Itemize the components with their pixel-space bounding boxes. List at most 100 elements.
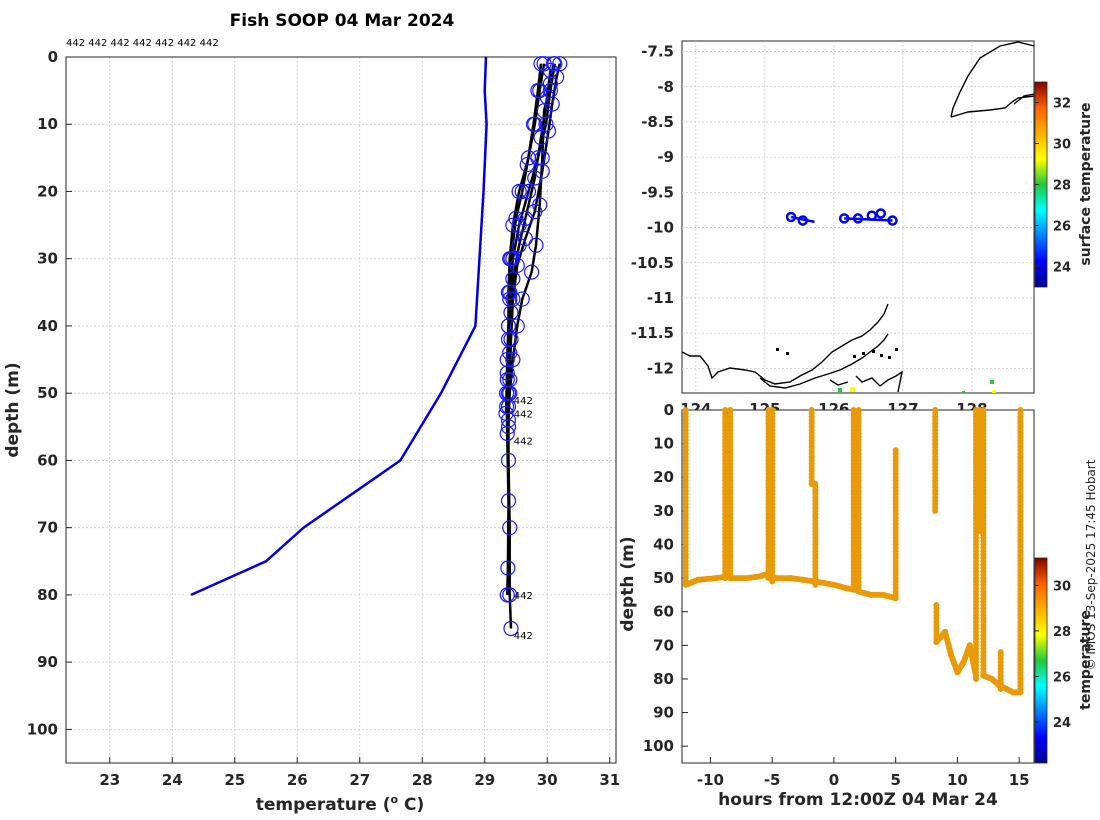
profile-1-marker <box>530 150 546 166</box>
map-y-tick-label: -9.5 <box>641 183 674 201</box>
profile-2-marker <box>505 217 521 233</box>
surface-temp-point <box>992 390 996 393</box>
time-depth-ylabel: depth (m) <box>618 536 638 631</box>
cast-location-marker <box>838 213 850 224</box>
profile-6-marker <box>534 163 550 179</box>
map-y-tick-label: -9 <box>657 148 674 166</box>
y-tick-label: 0 <box>48 48 58 66</box>
chart-title: Fish SOOP 04 Mar 2024 <box>230 11 455 31</box>
profile-6-marker <box>500 399 517 415</box>
td-y-tick-label: 10 <box>653 435 674 453</box>
y-tick-label: 90 <box>37 653 58 671</box>
td-x-tick-label: 15 <box>1009 771 1030 789</box>
profile-4-marker <box>502 520 518 536</box>
profile-2-marker <box>499 365 515 381</box>
profile-5-marker <box>519 156 535 173</box>
temperature-colorbar-label: temperature <box>1078 610 1094 710</box>
surface-colorbar-tick-label: 32 <box>1053 97 1071 112</box>
map-y-tick-label: -7.5 <box>641 43 674 61</box>
profile-6-marker <box>503 331 519 347</box>
y-tick-label: 50 <box>37 384 58 402</box>
td-x-tick-label: 10 <box>947 771 968 789</box>
profile-plot: 23 24 25 26 27 28 29 30 31 0 10 20 30 40 50 60 70 80 90 100… <box>27 48 621 789</box>
x-tick-label: 29 <box>474 771 495 789</box>
profile-tag: 442 <box>514 591 533 602</box>
temperature-sample <box>766 570 773 577</box>
profile-5-marker <box>500 493 517 509</box>
y-tick-label: 100 <box>27 720 58 738</box>
profile-tag: 442 <box>514 436 533 447</box>
temperature-colorbar-tick-label: 24 <box>1053 716 1071 731</box>
y-tick-label: 20 <box>37 182 58 200</box>
profile-2-marker <box>511 183 527 200</box>
td-y-tick-label: 70 <box>653 636 674 654</box>
profile-4-marker <box>505 351 521 368</box>
td-y-tick-label: 60 <box>653 603 674 621</box>
surface-temp-point <box>990 380 994 384</box>
map-frame <box>681 40 1035 394</box>
profile-tag: 442 <box>514 631 533 642</box>
island-dot <box>862 352 865 355</box>
surface-colorbar-tick-label: 30 <box>1053 138 1071 153</box>
profile-5-marker <box>499 425 515 442</box>
td-y-tick-label: 80 <box>653 670 674 688</box>
profile-6-marker <box>540 123 557 139</box>
profile-4-marker <box>528 237 544 253</box>
td-y-tick-label: 90 <box>653 704 674 722</box>
copyright-notice: © IMOS 13-Sep-2025 17:45 Hobart <box>1084 459 1098 670</box>
temperature-colorbar-tick-label: 26 <box>1053 670 1071 685</box>
island-dot <box>786 352 789 355</box>
surface-temperature-label: surface temperature <box>1078 102 1094 265</box>
td-y-tick-label: 40 <box>653 535 674 553</box>
surface-colorbar-tick-label: 28 <box>1053 179 1071 194</box>
platform-labels: 442 442 442 442 442 442 442 <box>66 38 219 49</box>
x-tick-label: 26 <box>287 771 308 789</box>
cast-location-marker <box>875 208 887 219</box>
profile-xlabel: temperature (o C) <box>256 793 425 815</box>
surface-colorbar-tick-label: 26 <box>1053 220 1071 235</box>
map-y-tick-label: -11.5 <box>631 324 674 342</box>
map-y-tick-label: -8.5 <box>641 113 674 131</box>
cast-location-marker <box>785 211 797 223</box>
island-dot <box>853 355 856 358</box>
y-tick-label: 30 <box>37 250 58 268</box>
profile-4-marker <box>500 452 517 469</box>
y-tick-label: 60 <box>37 451 58 469</box>
profile-6-marker <box>505 291 521 307</box>
island-dot <box>880 354 883 357</box>
profile-1-marker <box>520 183 537 200</box>
cast-location-marker <box>852 213 864 224</box>
climatology-line <box>190 56 488 597</box>
td-x-tick-label: 5 <box>890 771 900 789</box>
temperature-colorbar-tick-label: 30 <box>1053 579 1071 594</box>
x-tick-label: 23 <box>99 771 120 789</box>
x-tick-label: 31 <box>599 771 620 789</box>
td-y-tick-label: 0 <box>664 401 674 419</box>
profile-3-marker <box>505 271 521 287</box>
y-tick-label: 40 <box>37 317 58 335</box>
y-tick-label: 80 <box>37 586 58 604</box>
profile-4-marker <box>514 291 530 307</box>
surface-temp-point <box>850 387 855 392</box>
temperature-sample <box>973 672 979 679</box>
td-y-tick-label: 30 <box>653 502 674 520</box>
profile-5-marker <box>502 291 518 307</box>
profile-6-marker <box>502 372 518 388</box>
y-tick-label: 70 <box>37 519 58 537</box>
profile-6-marker <box>517 230 533 247</box>
profile-4-marker <box>524 264 540 280</box>
temperature-sample <box>1017 689 1024 696</box>
surface-temp-point <box>962 391 965 393</box>
map-y-tick-label: -10 <box>647 219 674 237</box>
cast-location-marker <box>797 215 809 226</box>
td-y-tick-label: 50 <box>653 569 674 587</box>
profile-4-marker <box>503 620 519 637</box>
temperature-sample <box>932 507 939 514</box>
x-tick-label: 24 <box>162 771 183 789</box>
island-dot <box>888 356 891 359</box>
td-y-tick-label: 20 <box>653 468 674 486</box>
surface-temp-point <box>838 388 842 392</box>
profile-6-marker <box>527 204 543 220</box>
td-y-tick-label: 100 <box>643 737 674 755</box>
